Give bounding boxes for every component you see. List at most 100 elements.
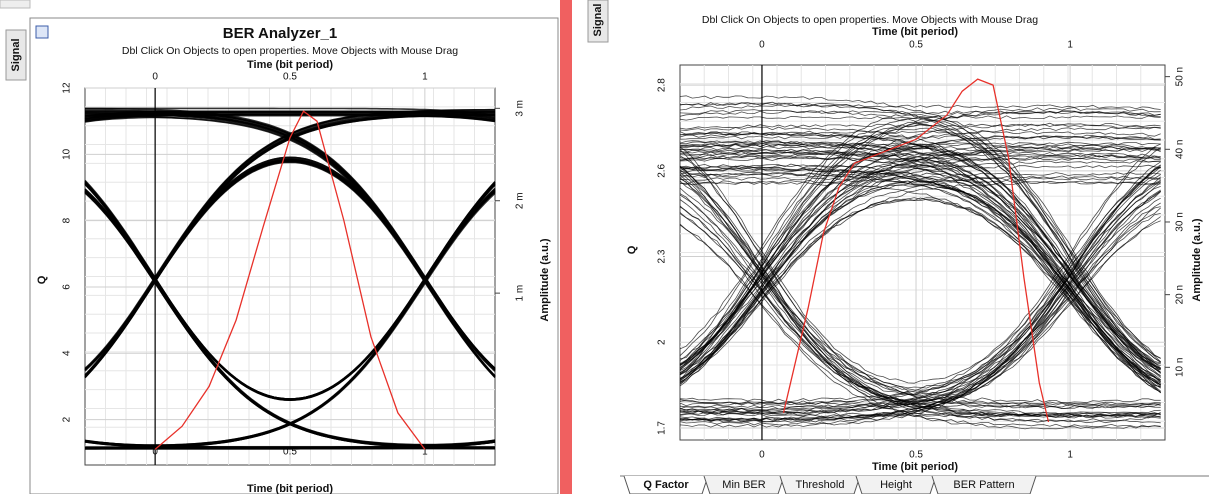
eye-trace <box>679 122 1161 374</box>
eye-trace <box>679 164 1161 170</box>
eye-trace <box>679 148 1161 360</box>
eye-trace <box>679 179 1161 186</box>
tab-label: Q Factor <box>643 479 689 491</box>
left-x-label-top: Time (bit period) <box>247 59 333 71</box>
tab-label: Height <box>880 479 912 491</box>
y2-tick-label: 30 n <box>1175 212 1186 231</box>
eye-trace <box>679 180 1161 392</box>
eye-trace <box>679 213 1161 415</box>
tab[interactable] <box>779 475 861 494</box>
y-tick-label: 10 <box>62 148 73 160</box>
eye-diagram <box>679 95 1162 430</box>
eye-trace <box>679 101 1161 371</box>
eye-trace <box>679 187 1161 404</box>
y-tick-label: 2.3 <box>657 249 668 263</box>
eye-trace <box>679 131 1161 369</box>
eye-trace <box>85 107 496 116</box>
right-y-label: Q <box>626 245 638 254</box>
x-tick-label: 1 <box>1067 40 1073 51</box>
y-tick-label: 8 <box>62 217 73 223</box>
y2-tick-label: 50 n <box>1175 67 1186 86</box>
x-tick-label: 1 <box>422 72 428 83</box>
y2-tick-label: 40 n <box>1175 140 1186 159</box>
x-tick-label: 0 <box>759 450 765 461</box>
selection-bar <box>560 0 572 494</box>
right-side-tab[interactable] <box>587 0 609 43</box>
eye-trace <box>679 174 1161 412</box>
eye-trace <box>84 181 496 401</box>
eye-trace <box>679 160 1161 382</box>
eye-trace <box>679 107 1161 374</box>
y-tick-label: 2.6 <box>657 163 668 177</box>
eye-trace <box>679 205 1161 419</box>
right-x-label-top: Time (bit period) <box>872 26 958 38</box>
q-factor-curve <box>782 78 1050 423</box>
y-tick-label: 4 <box>62 350 73 356</box>
eye-trace <box>679 190 1161 415</box>
eye-trace <box>679 194 1161 406</box>
right-hint: Dbl Click On Objects to open properties.… <box>702 14 1038 26</box>
tab[interactable] <box>931 475 1037 494</box>
x-tick-label: 0.5 <box>909 40 923 51</box>
left-side-tab[interactable] <box>5 29 27 81</box>
right-y2-label: Amplitude (a.u.) <box>1191 218 1203 301</box>
eye-trace <box>679 165 1161 423</box>
tab[interactable] <box>855 475 937 494</box>
eye-trace <box>680 176 1161 181</box>
eye-trace <box>679 110 1161 370</box>
tab-label: Min BER <box>722 479 765 491</box>
eye-trace <box>679 147 1161 389</box>
eye-trace <box>679 104 1161 111</box>
eye-trace <box>679 167 1161 403</box>
eye-trace <box>679 181 1161 394</box>
eye-trace <box>679 113 1161 359</box>
x-tick-label: 0.5 <box>283 447 297 458</box>
eye-trace <box>679 117 1161 363</box>
x-tick-label: 0 <box>759 40 765 51</box>
eye-trace <box>679 193 1161 416</box>
eye-trace <box>679 399 1161 406</box>
eye-trace <box>679 182 1161 422</box>
eye-trace <box>679 175 1161 374</box>
eye-trace <box>679 155 1161 386</box>
tab[interactable] <box>703 475 785 494</box>
y2-tick-label: 10 n <box>1175 358 1186 377</box>
y-tick-label: 2 <box>62 416 73 422</box>
eye-trace <box>679 143 1161 381</box>
eye-trace <box>679 142 1161 388</box>
tab-active[interactable] <box>623 475 709 494</box>
y2-tick-label: 3 m <box>515 100 526 117</box>
eye-trace <box>679 110 1161 372</box>
eye-trace <box>84 115 496 372</box>
right-side-tab-label: Signal <box>592 3 604 36</box>
q-factor-curve <box>154 110 426 450</box>
right-x-label-bottom: Time (bit period) <box>872 461 958 473</box>
eye-trace <box>679 126 1161 371</box>
tab-label: BER Pattern <box>953 479 1014 491</box>
eye-trace <box>679 110 1161 117</box>
left-hint: Dbl Click On Objects to open properties.… <box>122 45 458 57</box>
eye-trace <box>679 176 1161 411</box>
y-tick-label: 2.8 <box>657 78 668 92</box>
tab-strip: Q Factor Min BER Threshold Height BER Patter… <box>623 475 1037 494</box>
x-tick-label: 0.5 <box>909 450 923 461</box>
left-x-label-bottom: Time (bit period) <box>247 483 333 494</box>
y2-tick-label: 2 m <box>515 192 526 209</box>
eye-trace <box>679 157 1161 163</box>
left-y-label: Q <box>36 275 48 284</box>
eye-trace <box>679 173 1161 384</box>
y-tick-label: 6 <box>62 284 73 290</box>
y-tick-label: 2 <box>657 339 668 345</box>
left-y2-label: Amplitude (a.u.) <box>539 238 551 321</box>
eye-trace <box>679 144 1161 366</box>
eye-trace <box>679 164 1161 426</box>
x-tick-label: 0.5 <box>283 72 297 83</box>
eye-trace <box>679 115 1161 121</box>
eye-trace <box>679 154 1161 365</box>
eye-trace <box>679 202 1161 421</box>
eye-trace <box>679 163 1161 393</box>
tab-label: Threshold <box>796 479 845 491</box>
top-strip <box>0 0 31 9</box>
y2-tick-label: 20 n <box>1175 285 1186 304</box>
